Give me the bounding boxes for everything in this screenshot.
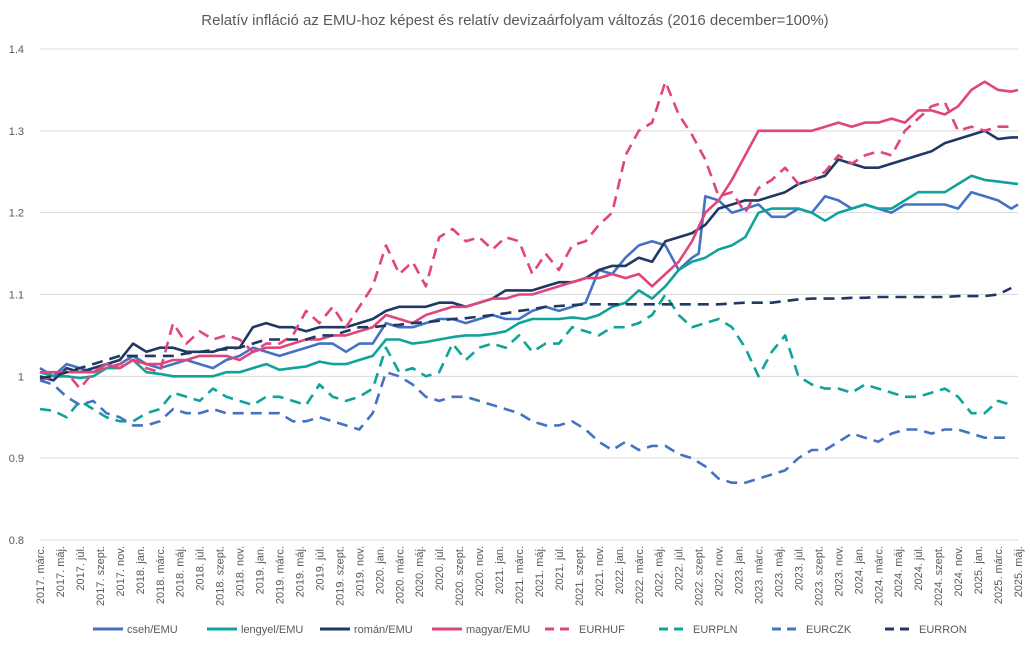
series-line-eurpln [39,293,1012,423]
series-line-eurhuf [39,80,1012,390]
x-tick-label: 2017. nov. [115,546,127,597]
legend-label: lengyel/EMU [241,624,303,636]
x-tick-label: 2023. jan. [734,546,746,594]
x-tick-label: 2019. júl. [314,546,326,591]
legend-label: EURPLN [693,624,738,636]
legend-item: EURHUF [545,624,625,636]
x-tick-label: 2024. jan. [853,546,865,594]
legend-label: EURCZK [806,624,852,636]
x-tick-label: 2023. máj. [773,546,785,597]
y-tick-label: 0.8 [9,535,24,547]
x-tick-label: 2020. jan. [374,546,386,594]
x-tick-label: 2021. szept. [574,546,586,606]
x-tick-label: 2018. nov. [235,546,247,597]
x-tick-label: 2018. jan. [135,546,147,594]
x-tick-label: 2017. szept. [95,546,107,606]
x-tick-label: 2024. szept. [933,546,945,606]
y-tick-label: 0.9 [9,453,24,465]
legend-item: lengyel/EMU [207,624,303,636]
x-tick-label: 2021. nov. [594,546,606,597]
x-axis-ticks: 2017. márc. 2017. máj. 2017. júl. 2017. sze… [35,546,1025,606]
series-line-eurczk [39,370,1012,484]
legend-item: cseh/EMU [93,624,178,636]
legend-item: román/EMU [320,624,413,636]
series-lines [39,80,1019,484]
legend-item: magyar/EMU [432,624,530,636]
y-tick-label: 1.3 [9,126,24,138]
x-tick-label: 2020. júl. [434,546,446,591]
x-tick-label: 2022. jan. [614,546,626,594]
x-tick-label: 2021. jan. [494,546,506,594]
x-tick-label: 2018. márc. [155,546,167,604]
series-line-eurron [39,286,1012,380]
x-tick-label: 2023. szept. [813,546,825,606]
legend-label: EURRON [919,624,967,636]
legend-label: EURHUF [579,624,625,636]
x-tick-label: 2022. júl. [674,546,686,591]
x-tick-label: 2024. nov. [953,546,965,597]
x-tick-label: 2022. nov. [714,546,726,597]
x-tick-label: 2023. márc. [754,546,766,604]
x-tick-label: 2019. márc. [275,546,287,604]
x-tick-label: 2025. márc. [993,546,1005,604]
series-line-lengyel-emu [39,174,1019,380]
x-tick-label: 2022. márc. [634,546,646,604]
x-tick-label: 2023. nov. [833,546,845,597]
x-tick-label: 2020. szept. [454,546,466,606]
y-tick-label: 1.1 [9,290,24,302]
y-tick-label: 1.2 [9,208,24,220]
legend: cseh/EMU lengyel/EMU román/EMU magyar/EMU EU… [93,624,967,636]
x-tick-label: 2018. júl. [195,546,207,591]
x-tick-label: 2020. márc. [394,546,406,604]
x-tick-label: 2021. máj. [534,546,546,597]
x-tick-label: 2017. máj. [55,546,67,597]
legend-label: cseh/EMU [127,624,178,636]
x-tick-label: 2021. júl. [554,546,566,591]
x-tick-label: 2024. máj. [893,546,905,597]
x-tick-label: 2017. márc. [35,546,47,604]
legend-item: EURRON [885,624,967,636]
x-tick-label: 2025. jan. [973,546,985,594]
x-tick-label: 2021. márc. [514,546,526,604]
x-tick-label: 2019. szept. [334,546,346,606]
x-tick-label: 2018. máj. [175,546,187,597]
series-line-magyar-emu [40,80,1019,374]
y-tick-label: 1 [18,371,24,383]
chart-title: Relatív infláció az EMU-hoz képest és re… [201,12,829,29]
x-tick-label: 2020. máj. [414,546,426,597]
y-tick-label: 1.4 [9,44,24,56]
x-tick-label: 2022. szept. [694,546,706,606]
x-tick-label: 2023. júl. [793,546,805,591]
legend-label: román/EMU [354,624,413,636]
x-tick-label: 2020. nov. [474,546,486,597]
x-tick-label: 2025. máj. [1013,546,1025,597]
x-tick-label: 2024. márc. [873,546,885,604]
x-tick-label: 2019. máj. [294,546,306,597]
legend-item: EURCZK [772,624,852,636]
y-axis-ticks: 0.8 0.9 1 1.1 1.2 1.3 1.4 [9,44,24,547]
x-tick-label: 2018. szept. [215,546,227,606]
x-tick-label: 2022. máj. [654,546,666,597]
x-tick-label: 2024. júl. [913,546,925,591]
x-tick-label: 2019. nov. [354,546,366,597]
x-tick-label: 2017. júl. [75,546,87,591]
legend-label: magyar/EMU [466,624,530,636]
x-tick-label: 2019. jan. [255,546,267,594]
legend-item: EURPLN [659,624,738,636]
